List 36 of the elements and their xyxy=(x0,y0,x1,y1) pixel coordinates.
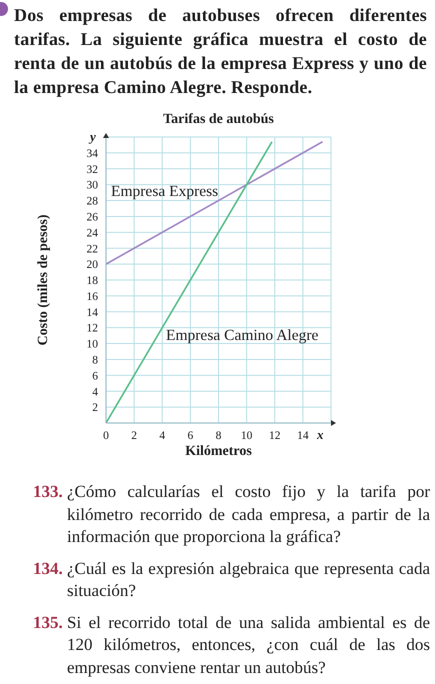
y-tick-label: 18 xyxy=(86,275,98,288)
series-label: Empresa Camino Alegre xyxy=(166,327,318,345)
x-tick-label: 8 xyxy=(216,430,222,442)
text: 134. ¿Cuál es la expresión algebraica que representa cada situación? xyxy=(33,558,430,602)
y-tick-label: 32 xyxy=(86,164,98,176)
y-tick-label: 34 xyxy=(86,148,98,160)
x-tick-label: 12 xyxy=(269,430,281,442)
y-tick-label: 4 xyxy=(92,386,98,398)
y-tick-label: 8 xyxy=(92,354,98,367)
x-tick-label: 14 xyxy=(297,430,309,442)
y-tick-label: 30 xyxy=(86,180,98,192)
x-tick-label: 0 xyxy=(103,430,110,442)
text: Dos empresas de autobuses ofrecen diferentes tarifas. La siguiente gráfica muestra el costo de renta de un autobús de la empresa Express y uno de la empresa Camino Alegre. Responde. xyxy=(14,4,427,99)
y-tick-label: 24 xyxy=(86,227,98,240)
chart-title: Tarifas de autobús xyxy=(162,112,275,128)
x-tick-label: 10 xyxy=(240,430,253,442)
x-axis-title: Kilómetros xyxy=(185,444,252,459)
y-tick-label: 20 xyxy=(86,259,98,272)
y-axis-title: Costo (miles de pesos) xyxy=(36,214,51,346)
series-label: Empresa Express xyxy=(111,183,218,201)
y-tick-label: 16 xyxy=(86,290,98,303)
y-tick-label: 22 xyxy=(86,243,98,256)
y-tick-label: 14 xyxy=(86,306,98,319)
y-tick-label: 28 xyxy=(86,196,98,208)
y-tick-label: 26 xyxy=(86,212,98,224)
text: 133. ¿Cómo calcularías el costo fijo y la tarifa por kilómetro recorrido de cada empresa, a partir de la información que proporciona la gráfica? xyxy=(33,481,430,548)
text: 135. Si el recorrido total de una salida ambiental es de 120 kilómetros, entonces, ¿con cuál de las dos empresas conviene rentar un autobús? xyxy=(33,612,430,679)
text: y xyxy=(90,129,96,144)
text: x xyxy=(317,427,324,442)
y-tick-label: 6 xyxy=(92,370,98,382)
y-tick-label: 10 xyxy=(86,338,98,351)
x-tick-label: 6 xyxy=(188,430,194,442)
x-tick-label: 4 xyxy=(159,430,166,442)
y-tick-label: 12 xyxy=(86,322,98,335)
y-tick-label: 2 xyxy=(92,402,98,414)
x-tick-label: 2 xyxy=(131,430,138,442)
